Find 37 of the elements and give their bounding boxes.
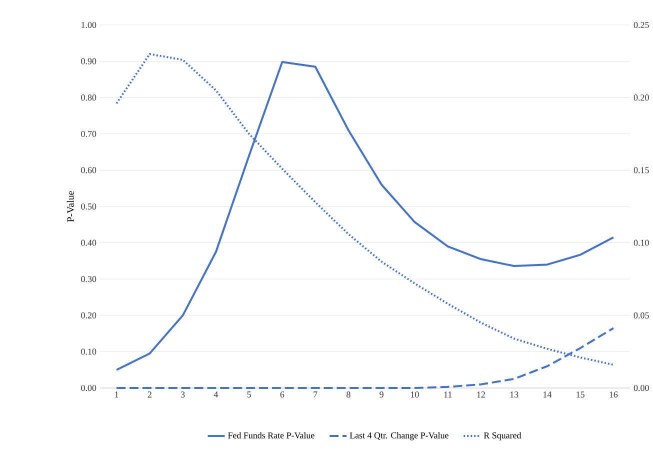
x-tick-label: 16 (610, 392, 618, 398)
x-tick-label: 13 (510, 392, 518, 398)
y-tick-label: 0.80 (81, 94, 96, 101)
x-tick-label: 11 (444, 392, 452, 398)
x-tick-label: 3 (180, 392, 185, 398)
y-tick-label: 0.50 (81, 203, 96, 210)
x-tick-label: 14 (543, 392, 552, 398)
x-tick-label: 5 (247, 392, 251, 398)
x-tick-label: 15 (576, 392, 584, 398)
x-tick-label: 2 (148, 392, 152, 398)
y2-tick-label: 0.00 (634, 384, 649, 392)
y2-tick-label: 0.10 (634, 240, 649, 246)
x-tick-label: 9 (380, 392, 384, 398)
legend-label: R Squared (484, 432, 522, 440)
y-tick-label: 1.00 (82, 22, 96, 28)
x-tick-label: 10 (410, 392, 419, 398)
y2-tick-label: 0.05 (634, 312, 649, 318)
y-tick-label: 0.90 (81, 58, 96, 64)
x-tick-label: 12 (477, 392, 485, 398)
y2-tick-label: 0.20 (634, 94, 649, 101)
x-tick-label: 6 (280, 392, 284, 398)
x-tick-label: 1 (115, 392, 118, 398)
y-tick-label: 0.40 (81, 240, 96, 246)
y2-tick-label: 0.25 (634, 22, 649, 28)
legend-label: Fed Funds Rate P-Value (228, 432, 314, 438)
x-tick-label: 8 (346, 392, 350, 398)
y-tick-label: 0.30 (81, 276, 96, 282)
y-tick-label: 0.60 (81, 167, 96, 174)
y-tick-label: 0.70 (81, 130, 96, 137)
y-axis-title: P-Value (66, 191, 74, 222)
legend-label: Last 4 Qtr. Change P-Value (350, 432, 448, 440)
y-tick-label: 0.00 (81, 384, 96, 392)
y-tick-label: 0.20 (81, 312, 96, 318)
y2-tick-label: 0.15 (634, 167, 649, 174)
y-tick-label: 0.10 (81, 348, 96, 355)
x-tick-label: 4 (214, 392, 218, 398)
x-tick-label: 7 (314, 392, 318, 398)
